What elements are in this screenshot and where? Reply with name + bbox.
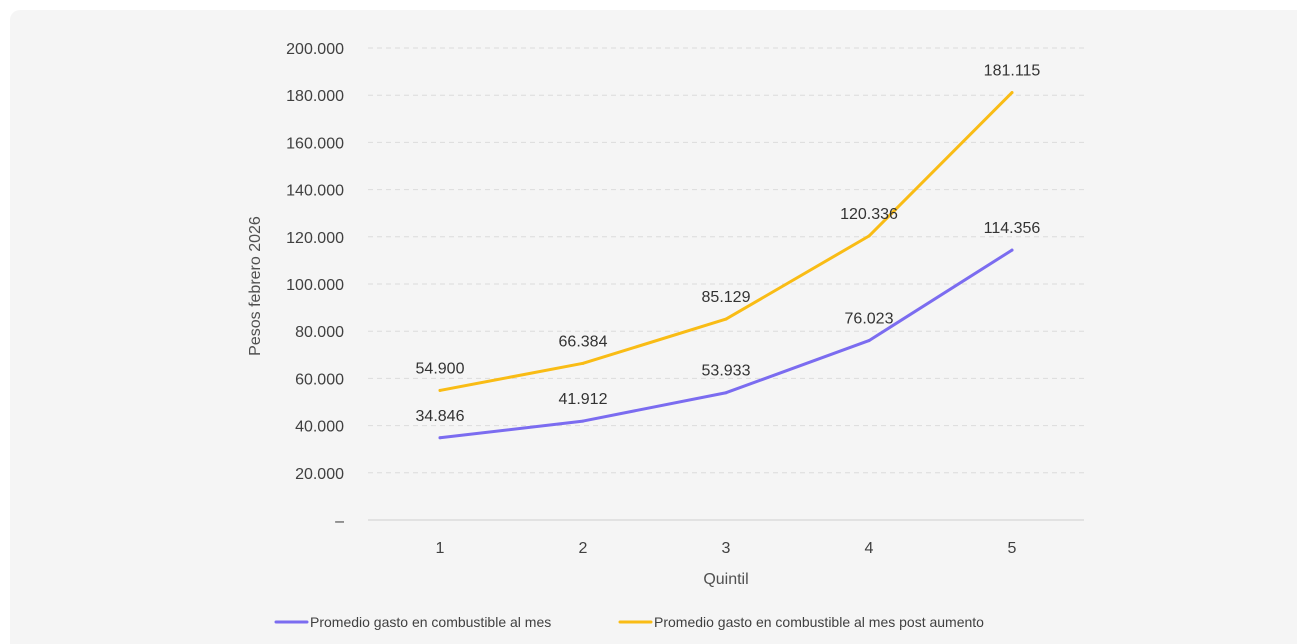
x-tick-label: 3 — [722, 540, 731, 557]
data-point — [867, 234, 871, 238]
y-tick-label: 40.000 — [295, 419, 344, 436]
y-tick-label: 180.000 — [286, 88, 344, 105]
data-point — [581, 419, 585, 423]
data-label: 53.933 — [702, 363, 751, 380]
legend: Promedio gasto en combustible al mes Prom… — [274, 614, 984, 630]
y-tick-label: 20.000 — [295, 466, 344, 483]
y-tick-label: 80.000 — [295, 324, 344, 341]
data-point — [724, 391, 728, 395]
data-point — [1010, 91, 1014, 95]
y-tick-label: 60.000 — [295, 371, 344, 388]
y-axis-ticks: – 20.000 40.000 60.000 80.000 100.000 120.000 1… — [286, 41, 344, 530]
y-tick-label: 140.000 — [286, 183, 344, 200]
data-label: 41.912 — [559, 391, 608, 408]
series-line-2 — [438, 91, 1014, 392]
grid-lines — [368, 47, 1084, 521]
data-label: 34.846 — [416, 408, 465, 425]
data-label: 114.356 — [984, 220, 1041, 237]
y-axis-title: Pesos febrero 2026 — [247, 216, 264, 356]
data-label: 76.023 — [845, 311, 894, 328]
data-label: 54.900 — [416, 360, 465, 377]
y-tick-label: 100.000 — [286, 277, 344, 294]
legend-label: Promedio gasto en combustible al mes — [310, 614, 551, 630]
x-axis-title: Quintil — [703, 571, 748, 588]
data-point — [1010, 248, 1014, 252]
x-tick-label: 4 — [865, 540, 874, 557]
data-point — [438, 388, 442, 392]
y-tick-label: 160.000 — [286, 135, 344, 152]
data-label: 66.384 — [559, 333, 608, 350]
data-point — [724, 317, 728, 321]
legend-label: Promedio gasto en combustible al mes pos… — [654, 614, 984, 630]
data-label: 181.115 — [984, 63, 1041, 80]
x-tick-label: 2 — [579, 540, 588, 557]
chart-card — [10, 10, 1297, 644]
x-axis-ticks: 1 2 3 4 5 — [436, 540, 1017, 557]
data-labels: 34.846 41.912 53.933 76.023 114.356 54.900 66.… — [416, 63, 1041, 425]
y-tick-label: 120.000 — [286, 230, 344, 247]
data-point — [867, 339, 871, 343]
y-tick-label: 200.000 — [286, 41, 344, 58]
x-tick-label: 5 — [1008, 540, 1017, 557]
data-point — [581, 361, 585, 365]
series-line-1 — [438, 248, 1014, 440]
data-label: 85.129 — [702, 289, 751, 306]
x-tick-label: 1 — [436, 540, 445, 557]
data-label: 120.336 — [840, 206, 898, 223]
data-point — [438, 436, 442, 440]
y-tick-label: – — [335, 513, 344, 530]
series-lines — [438, 91, 1014, 440]
